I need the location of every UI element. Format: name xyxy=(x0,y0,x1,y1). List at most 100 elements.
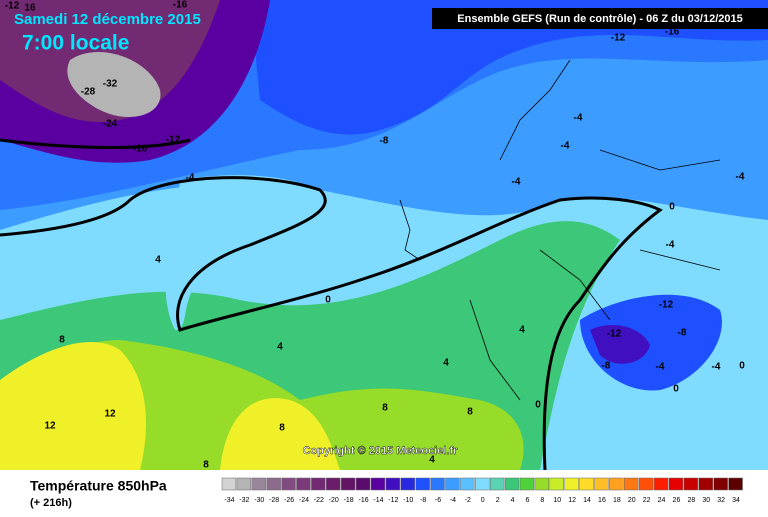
contour-label: -4 xyxy=(656,362,665,373)
contour-label: 4 xyxy=(519,325,525,336)
contour-label: -4 xyxy=(186,173,195,184)
legend-swatch xyxy=(355,477,371,491)
contour-label: 0 xyxy=(673,384,679,395)
model-banner xyxy=(432,8,768,29)
contour-label: 16 xyxy=(24,3,36,14)
contour-label: 4 xyxy=(155,255,161,266)
contour-label: -12 xyxy=(659,300,674,311)
contour-label: 4 xyxy=(429,455,435,466)
legend-swatch xyxy=(340,477,356,491)
legend-label: 2 xyxy=(496,497,500,504)
cold-core xyxy=(590,325,650,364)
contour-label: -8 xyxy=(380,136,389,147)
legend-label: -8 xyxy=(420,497,426,504)
legend-label: -16 xyxy=(358,497,368,504)
contour-label: -12 xyxy=(607,329,622,340)
legend-label: -20 xyxy=(329,497,339,504)
legend-label: -6 xyxy=(435,497,441,504)
legend-swatch xyxy=(281,477,296,491)
contour-label: -16 xyxy=(133,144,148,155)
legend-label: 26 xyxy=(673,497,681,504)
legend-swatch xyxy=(698,477,713,491)
contour-label: 8 xyxy=(203,460,209,471)
lead-time: (+ 216h) xyxy=(30,497,72,509)
contour-label: 0 xyxy=(535,400,541,411)
map xyxy=(0,0,768,471)
legend-swatch xyxy=(251,477,266,491)
legend-swatch xyxy=(311,477,326,491)
legend-swatch xyxy=(653,477,669,491)
arctic-zone xyxy=(67,51,161,118)
legend-swatch xyxy=(668,477,684,491)
contour-label: -4 xyxy=(736,172,745,183)
copyright: Copyright © 2015 Meteociel.fr xyxy=(303,445,459,457)
legend-label: 14 xyxy=(583,497,591,504)
contour-label: 0 xyxy=(669,202,675,213)
legend-swatch xyxy=(460,477,475,491)
legend-label: -30 xyxy=(254,497,264,504)
legend-swatch xyxy=(475,477,490,491)
legend-swatch xyxy=(326,477,341,491)
legend-label: 12 xyxy=(568,497,576,504)
legend-label: -32 xyxy=(239,497,249,504)
map-time: 7:00 locale xyxy=(22,32,129,55)
legend-label: 4 xyxy=(511,497,515,504)
contour-label: 0 xyxy=(325,295,331,306)
contour-line xyxy=(0,138,663,471)
legend-swatch xyxy=(549,477,564,491)
legend-swatch xyxy=(370,477,386,491)
contour-label: -12 xyxy=(611,33,626,44)
hot-zone xyxy=(220,398,340,470)
legend-label: 18 xyxy=(613,497,621,504)
model-info: Ensemble GEFS (Run de contrôle) - 06 Z d… xyxy=(457,13,742,25)
legend-swatch xyxy=(594,477,609,491)
color-legend: -34 -32 -30 -28 -26 -24 -22 -20 -18 -16 -14 -12 -10-… xyxy=(221,477,743,504)
legend-label: 24 xyxy=(658,497,666,504)
legend-label: -18 xyxy=(344,497,354,504)
legend-label: -22 xyxy=(314,497,324,504)
contour-label: -4 xyxy=(574,113,583,124)
legend-swatch xyxy=(624,477,639,491)
contour-label: -24 xyxy=(103,119,118,130)
legend-swatch xyxy=(638,477,654,491)
legend-swatch xyxy=(713,477,728,491)
legend-swatch xyxy=(385,477,401,491)
legend-label: 30 xyxy=(702,497,710,504)
contour-label: 8 xyxy=(467,407,473,418)
legend-label: 10 xyxy=(553,497,561,504)
legend-swatch xyxy=(445,477,460,491)
contour-label: -4 xyxy=(512,177,521,188)
contour-label: -28 xyxy=(81,87,96,98)
legend-swatch xyxy=(609,477,624,491)
contour-label: 0 xyxy=(739,361,745,372)
mild-zone xyxy=(165,175,326,330)
legend-label: -12 xyxy=(388,497,398,504)
legend-swatch xyxy=(728,477,743,491)
contour-label: 12 xyxy=(104,409,116,420)
contour-labels: -12 16 -16 -28 -32 -24 -12 -16 -8 -4 4 0 8 12 12 4 8 8 8 4 4… xyxy=(5,0,745,471)
legend-swatch xyxy=(579,477,594,491)
contour-label: 12 xyxy=(44,421,56,432)
legend-label: 8 xyxy=(540,497,544,504)
legend-label: 20 xyxy=(628,497,636,504)
legend-swatch xyxy=(296,477,311,491)
contour-label: 8 xyxy=(382,403,388,414)
legend-label: -10 xyxy=(403,497,413,504)
legend-swatch xyxy=(564,477,579,491)
contour-label: -4 xyxy=(666,240,675,251)
legend-label: -28 xyxy=(269,497,279,504)
legend-label: -24 xyxy=(299,497,309,504)
legend-label: 32 xyxy=(717,497,725,504)
hot-zone xyxy=(0,341,146,470)
legend-label: 22 xyxy=(643,497,651,504)
legend-label: -2 xyxy=(465,497,471,504)
legend-swatch xyxy=(683,477,699,491)
contour-label: -8 xyxy=(602,361,611,372)
legend-label: -4 xyxy=(450,497,456,504)
map-date: Samedi 12 décembre 2015 xyxy=(14,11,201,28)
legend-label: 16 xyxy=(598,497,606,504)
legend-swatch xyxy=(504,477,520,491)
contour-label: 4 xyxy=(277,342,283,353)
legend-label: 34 xyxy=(732,497,740,504)
